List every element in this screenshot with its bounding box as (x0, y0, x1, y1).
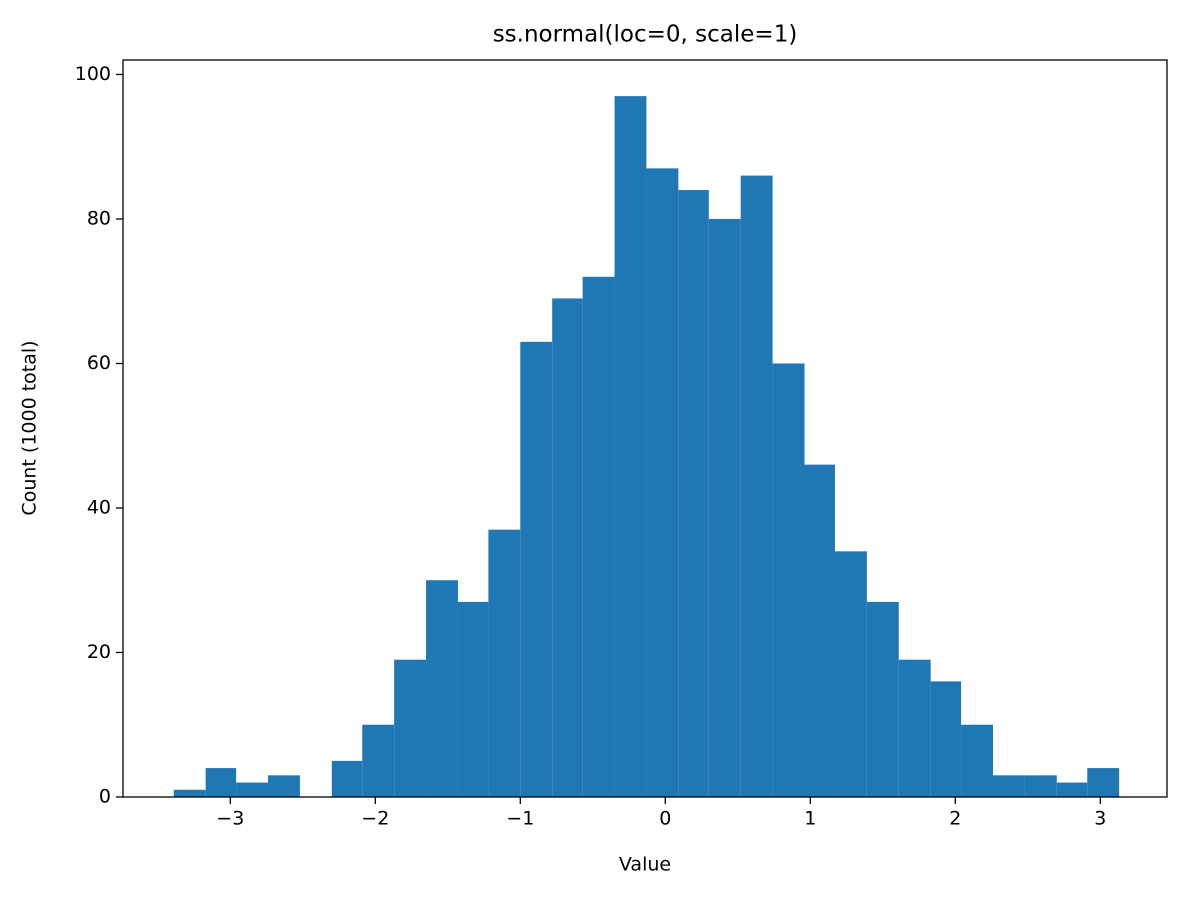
bar (834, 551, 867, 797)
bar (866, 601, 899, 797)
bar (1024, 775, 1057, 797)
bar (614, 96, 647, 798)
bar (804, 464, 835, 797)
y-tick-label: 100 (75, 63, 111, 85)
bar (772, 363, 805, 797)
bar (961, 724, 993, 797)
bar (520, 341, 553, 797)
bar (1056, 782, 1088, 797)
bar (236, 782, 268, 797)
bar (552, 298, 583, 797)
x-tick-label: 3 (1094, 808, 1106, 830)
x-tick-label: 1 (804, 808, 816, 830)
x-tick-label: −1 (506, 808, 534, 830)
y-tick-label: 0 (99, 786, 111, 808)
bar (930, 681, 962, 797)
bar (173, 789, 206, 797)
bar (362, 724, 395, 797)
bar (205, 768, 237, 797)
plot-frame (122, 59, 1168, 798)
bar (488, 529, 521, 797)
y-tick-label: 80 (87, 207, 111, 229)
y-tick-label: 40 (87, 496, 111, 518)
x-tick-label: 2 (949, 808, 961, 830)
bar (331, 760, 363, 797)
bar (708, 218, 741, 797)
x-axis-label: Value (619, 854, 671, 876)
bar (740, 175, 773, 797)
bar (646, 168, 679, 798)
bar (394, 659, 427, 797)
bar (993, 775, 1025, 797)
chart-title: ss.normal(loc=0, scale=1) (493, 22, 798, 48)
bar (1087, 768, 1120, 797)
bar (457, 601, 489, 797)
x-tick-label: −2 (361, 808, 389, 830)
x-tick-label: 0 (659, 808, 671, 830)
bar (678, 190, 709, 797)
y-tick-label: 20 (87, 641, 111, 663)
bar (898, 659, 931, 797)
y-axis-label: Count (1000 total) (19, 340, 41, 515)
bar (268, 775, 300, 797)
y-tick-label: 60 (87, 352, 111, 374)
bar (426, 580, 458, 797)
x-tick-label: −3 (216, 808, 244, 830)
bar (582, 276, 615, 797)
